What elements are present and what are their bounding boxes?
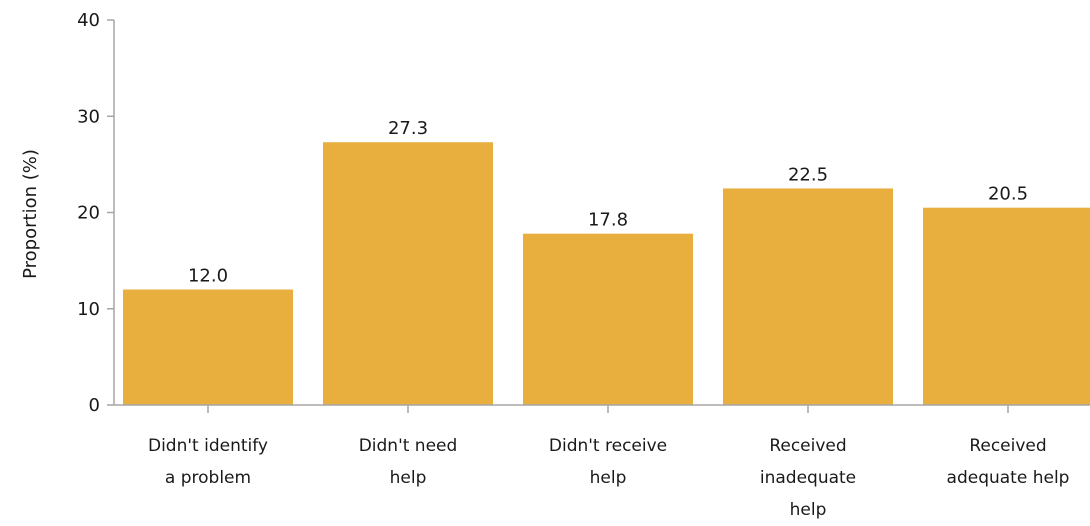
bar-value-label: 12.0 [188,266,228,287]
bar-value-label: 22.5 [788,164,828,185]
y-tick-label: 10 [77,299,100,320]
x-category-label-line: Didn't receive [549,436,667,456]
x-category-label-line: Received [969,436,1046,456]
y-tick-label: 20 [77,203,100,224]
bar-value-label: 20.5 [988,184,1028,205]
x-category-label-line: inadequate [760,468,856,488]
bar-value-label: 17.8 [588,210,628,231]
x-category-label-line: Didn't need [359,436,458,456]
x-category-label-line: a problem [165,468,251,488]
x-category-label: Didn't need help [359,436,458,488]
x-category-label: Received inadequate help [760,436,856,520]
bar [323,142,493,406]
y-tick-label: 30 [77,106,100,127]
bar [123,289,293,405]
bar [523,233,693,405]
x-category-label-line: help [790,500,827,520]
x-category-label: Didn't identify a problem [148,436,268,488]
x-category-label: Didn't receive help [549,436,667,488]
bar-value-label: 27.3 [388,118,428,139]
x-category-label-line: Received [769,436,846,456]
x-category-label-line: help [390,468,427,488]
y-axis-label: Proportion (%) [20,149,41,279]
bars-group: 12.0 27.3 17.8 22.5 20.5 [123,118,1090,406]
y-tick-label: 40 [77,10,100,31]
x-category-label-line: adequate help [947,468,1070,488]
x-category-label: Received adequate help [947,436,1070,488]
bar [723,188,893,405]
x-category-label-line: Didn't identify [148,436,268,456]
bar [923,207,1090,405]
y-axis: 0 10 20 30 40 [77,10,115,416]
x-category-label-line: help [590,468,627,488]
y-tick-label: 0 [89,395,100,416]
